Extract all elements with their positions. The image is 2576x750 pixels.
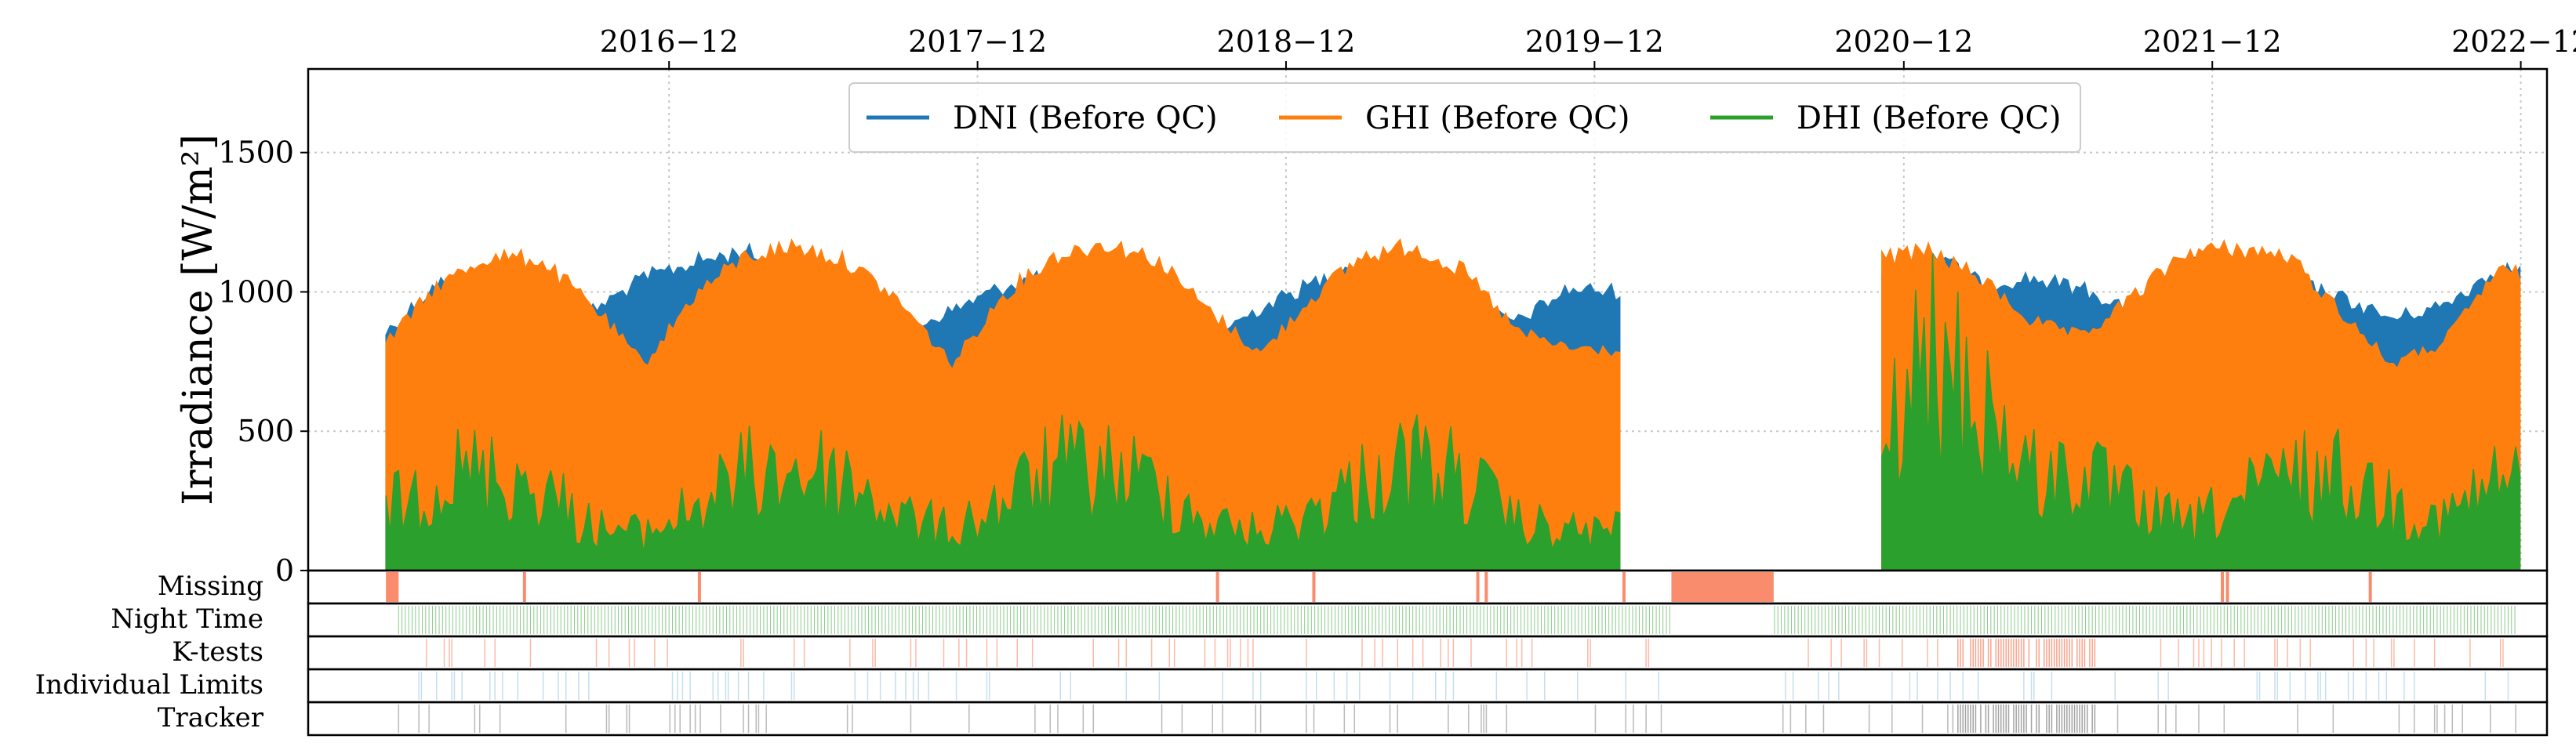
series-area-dhi xyxy=(1881,254,2521,571)
strip-frame xyxy=(307,668,2549,704)
flag-event xyxy=(1476,572,1480,602)
legend-item: DNI (Before QC) xyxy=(867,100,1218,136)
strip-label: Missing xyxy=(158,571,263,602)
strip-label: Night Time xyxy=(111,603,263,635)
flag-event xyxy=(1215,572,1219,602)
y-tick-label: 0 xyxy=(275,553,294,588)
x-tick-label: 2020−12 xyxy=(1834,24,1973,59)
flag-event xyxy=(2221,572,2225,602)
flag-event xyxy=(522,572,526,602)
legend-label: DNI (Before QC) xyxy=(953,100,1218,136)
legend-label: DHI (Before QC) xyxy=(1797,100,2062,136)
x-tick-label: 2021−12 xyxy=(2143,24,2282,59)
x-tick-label: 2018−12 xyxy=(1217,24,1356,59)
strip-k-tests: K-tests xyxy=(172,635,2549,671)
flag-event xyxy=(2368,572,2372,602)
strip-individual-limits: Individual Limits xyxy=(35,668,2549,704)
legend-item: GHI (Before QC) xyxy=(1279,100,1630,136)
series-area-ghi xyxy=(385,238,1621,571)
y-tick-label: 1000 xyxy=(218,274,294,309)
series-area-dhi xyxy=(385,414,1621,571)
strip-tracker: Tracker xyxy=(158,701,2549,737)
x-tick-label: 2016−12 xyxy=(600,24,739,59)
flag-period xyxy=(1671,572,1774,602)
flag-event xyxy=(1622,572,1626,602)
series-area-layer xyxy=(385,238,2521,571)
strip-label: K-tests xyxy=(172,636,263,668)
strip-frame xyxy=(307,569,2549,605)
strip-label: Tracker xyxy=(158,702,264,734)
legend-box xyxy=(848,82,2081,153)
legend-item: DHI (Before QC) xyxy=(1710,100,2062,136)
flag-event xyxy=(1312,572,1316,602)
strip-frame xyxy=(307,701,2549,737)
series-area-ghi xyxy=(1881,239,2521,571)
flag-event xyxy=(1484,572,1488,602)
x-tick-label: 2019−12 xyxy=(1525,24,1664,59)
strip-night-time: Night Time xyxy=(111,602,2549,638)
axes: 0 500 1000 1500 2016−12 2017−12 2018−12 2019−12… xyxy=(175,24,2576,588)
strip-frame xyxy=(307,602,2549,638)
strip-missing: Missing xyxy=(158,569,2549,605)
y-axis-title: Irradiance [W/m²] xyxy=(175,134,222,505)
x-tick-label: 2017−12 xyxy=(908,24,1047,59)
legend-label: GHI (Before QC) xyxy=(1365,100,1630,136)
flag-event xyxy=(697,572,701,602)
legend: DNI (Before QC) GHI (Before QC) DHI (Befor… xyxy=(848,82,2081,153)
flag-event xyxy=(2225,572,2229,602)
y-tick-label: 1500 xyxy=(218,136,294,170)
strip-label: Individual Limits xyxy=(35,669,263,701)
flag-period xyxy=(386,572,399,602)
y-tick-label: 500 xyxy=(237,414,294,448)
x-tick-label: 2022−12 xyxy=(2451,24,2576,59)
